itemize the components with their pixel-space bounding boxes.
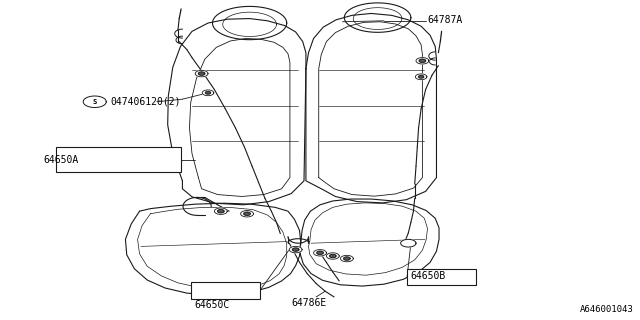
Text: 64650C: 64650C bbox=[194, 300, 229, 310]
Text: 64650B: 64650B bbox=[410, 271, 445, 281]
Polygon shape bbox=[83, 96, 106, 108]
Bar bbox=[56, 147, 181, 172]
Polygon shape bbox=[202, 90, 214, 96]
Polygon shape bbox=[419, 76, 424, 78]
Text: S: S bbox=[93, 99, 97, 105]
Text: 64787A: 64787A bbox=[428, 15, 463, 25]
Polygon shape bbox=[326, 253, 339, 259]
Polygon shape bbox=[314, 250, 326, 256]
Polygon shape bbox=[244, 212, 250, 215]
Bar bbox=[407, 269, 476, 285]
Polygon shape bbox=[344, 257, 350, 260]
Bar bbox=[191, 282, 260, 299]
Polygon shape bbox=[198, 72, 205, 75]
Polygon shape bbox=[317, 251, 323, 254]
Polygon shape bbox=[419, 59, 426, 62]
Polygon shape bbox=[401, 239, 416, 247]
Text: 64650A: 64650A bbox=[44, 155, 79, 165]
Polygon shape bbox=[416, 58, 429, 64]
Polygon shape bbox=[289, 246, 302, 253]
Polygon shape bbox=[218, 210, 224, 213]
Polygon shape bbox=[292, 248, 299, 251]
Polygon shape bbox=[415, 74, 427, 80]
Text: 047406120(2): 047406120(2) bbox=[110, 97, 180, 107]
Text: 64786E: 64786E bbox=[292, 298, 327, 308]
Polygon shape bbox=[340, 255, 353, 262]
Polygon shape bbox=[195, 70, 208, 77]
Polygon shape bbox=[330, 254, 336, 258]
Text: A646001043: A646001043 bbox=[580, 305, 634, 314]
Polygon shape bbox=[241, 211, 253, 217]
Polygon shape bbox=[214, 208, 227, 214]
Polygon shape bbox=[205, 92, 211, 94]
